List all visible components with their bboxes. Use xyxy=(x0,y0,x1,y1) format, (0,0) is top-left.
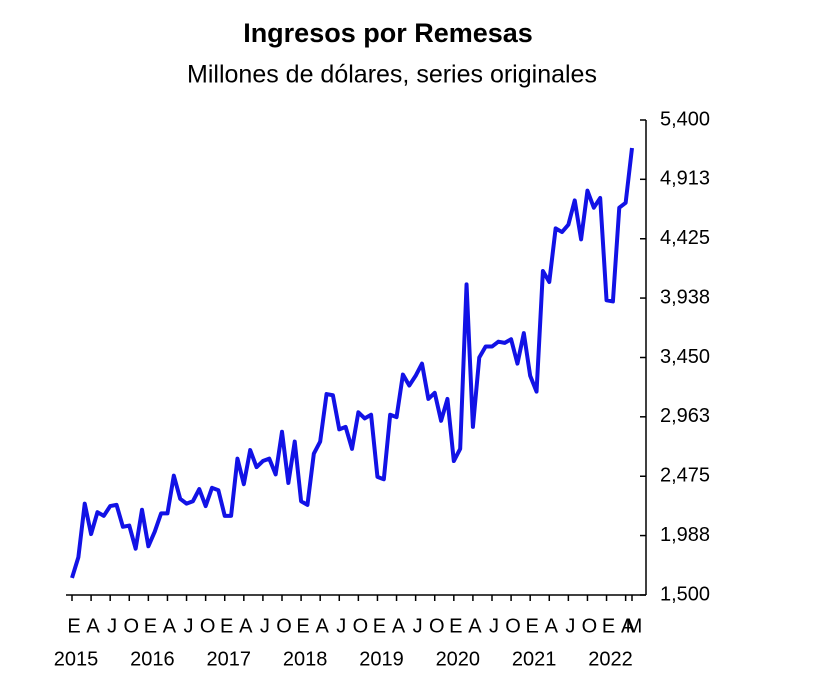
y-tick-label: 3,938 xyxy=(660,286,710,308)
x-tick-label: J xyxy=(336,615,346,637)
x-tick-label: O xyxy=(505,615,521,637)
x-group-label: 2019 xyxy=(359,648,404,670)
x-tick-label: M xyxy=(626,615,643,637)
x-tick-label: O xyxy=(582,615,598,637)
x-tick-label: O xyxy=(123,615,139,637)
x-group-label: 2016 xyxy=(130,648,175,670)
x-tick-label: A xyxy=(621,615,635,637)
x-tick-label: A xyxy=(392,615,406,637)
y-tick-label: 1,500 xyxy=(660,583,710,605)
x-tick-label: O xyxy=(353,615,369,637)
x-tick-label: O xyxy=(429,615,445,637)
x-tick-label: E xyxy=(373,615,386,637)
line-series xyxy=(70,147,634,579)
x-tick-label: A xyxy=(316,615,330,637)
y-tick-label: 4,425 xyxy=(660,227,710,249)
x-tick-label: E xyxy=(296,615,309,637)
x-group-label: 2020 xyxy=(436,648,481,670)
y-tick-label: 1,988 xyxy=(660,524,710,546)
x-tick-label: J xyxy=(260,615,270,637)
x-group-label: 2017 xyxy=(206,648,251,670)
x-tick-label: E xyxy=(220,615,233,637)
x-tick-label: J xyxy=(565,615,575,637)
y-tick-label: 5,400 xyxy=(660,108,710,130)
x-tick-label: E xyxy=(526,615,539,637)
x-group-label: 2015 xyxy=(54,648,99,670)
x-group-label: 2022 xyxy=(588,648,633,670)
x-tick-label: O xyxy=(200,615,216,637)
x-tick-label: A xyxy=(239,615,253,637)
y-tick-label: 2,963 xyxy=(660,405,710,427)
chart-title: Ingresos por Remesas xyxy=(243,18,533,48)
x-tick-label: J xyxy=(107,615,117,637)
x-tick-label: A xyxy=(163,615,177,637)
y-tick-label: 4,913 xyxy=(660,168,710,190)
x-tick-label: J xyxy=(489,615,499,637)
x-tick-label: J xyxy=(184,615,194,637)
y-tick-label: 2,475 xyxy=(660,465,710,487)
x-tick-label: A xyxy=(86,615,100,637)
x-tick-label: E xyxy=(602,615,615,637)
x-tick-label: J xyxy=(413,615,423,637)
x-tick-label: A xyxy=(468,615,482,637)
x-tick-label: E xyxy=(67,615,80,637)
x-tick-label: O xyxy=(276,615,292,637)
x-group-label: 2021 xyxy=(512,648,557,670)
x-group-label: 2018 xyxy=(283,648,328,670)
x-tick-label: E xyxy=(449,615,462,637)
chart-subtitle: Millones de dólares, series originales xyxy=(187,61,597,89)
y-tick-label: 3,450 xyxy=(660,346,710,368)
x-tick-label: A xyxy=(545,615,559,637)
x-tick-label: E xyxy=(144,615,157,637)
